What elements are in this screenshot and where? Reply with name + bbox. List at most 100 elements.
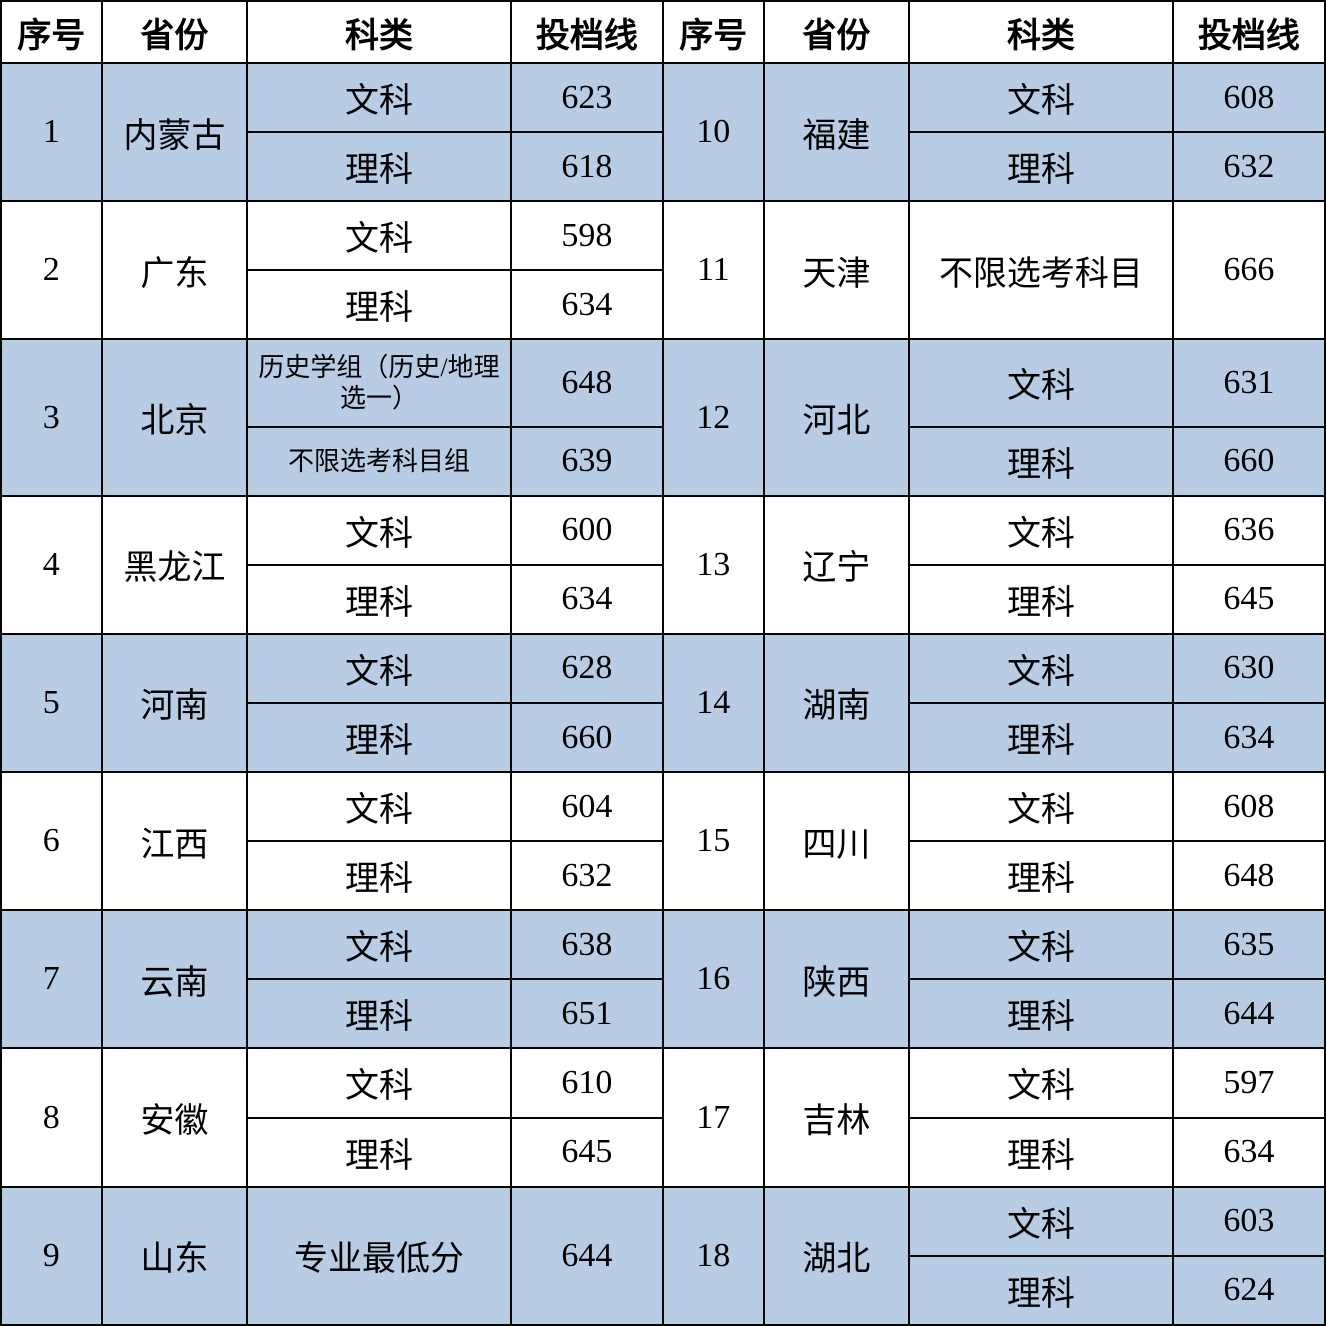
col-kind: 科类: [247, 1, 510, 63]
cell-kind: 理科: [909, 1256, 1172, 1325]
cell-kind: 文科: [247, 63, 510, 132]
cell-score: 597: [1173, 1048, 1325, 1117]
cell-province: 黑龙江: [102, 496, 248, 634]
cell-kind: 理科: [247, 132, 510, 201]
cell-seq: 3: [1, 339, 102, 495]
cell-province: 山东: [102, 1187, 248, 1325]
cell-score: 638: [511, 910, 663, 979]
cell-province: 四川: [764, 772, 910, 910]
table-row: 8安徽文科61017吉林文科597: [1, 1048, 1325, 1117]
cell-score: 610: [511, 1048, 663, 1117]
table-row: 4黑龙江文科60013辽宁文科636: [1, 496, 1325, 565]
cell-kind: 文科: [909, 1048, 1172, 1117]
table-row: 3北京历史学组（历史/地理选一）64812河北文科631: [1, 339, 1325, 426]
cell-kind: 理科: [247, 270, 510, 339]
cell-kind: 理科: [247, 565, 510, 634]
cell-kind: 理科: [909, 427, 1172, 496]
cell-score: 634: [1173, 1118, 1325, 1187]
cell-kind: 文科: [247, 772, 510, 841]
cell-seq: 5: [1, 634, 102, 772]
cell-seq: 7: [1, 910, 102, 1048]
cell-score: 634: [1173, 703, 1325, 772]
cell-seq: 15: [663, 772, 764, 910]
table-row: 1内蒙古文科62310福建文科608: [1, 63, 1325, 132]
cell-seq: 16: [663, 910, 764, 1048]
cell-score: 644: [511, 1187, 663, 1325]
cell-kind: 理科: [909, 565, 1172, 634]
cell-kind: 理科: [909, 703, 1172, 772]
cell-province: 云南: [102, 910, 248, 1048]
cell-kind: 理科: [247, 841, 510, 910]
cell-seq: 4: [1, 496, 102, 634]
cell-province: 吉林: [764, 1048, 910, 1186]
table-row: 9山东专业最低分64418湖北文科603: [1, 1187, 1325, 1256]
cell-kind: 文科: [247, 201, 510, 270]
cell-province: 安徽: [102, 1048, 248, 1186]
cell-province: 辽宁: [764, 496, 910, 634]
cell-kind: 不限选考科目: [909, 201, 1172, 339]
cell-score: 644: [1173, 979, 1325, 1048]
cell-province: 陕西: [764, 910, 910, 1048]
cell-seq: 8: [1, 1048, 102, 1186]
cell-score: 651: [511, 979, 663, 1048]
cell-score: 636: [1173, 496, 1325, 565]
cell-kind: 理科: [909, 979, 1172, 1048]
cell-score: 631: [1173, 339, 1325, 426]
cell-score: 632: [511, 841, 663, 910]
col-seq: 序号: [1, 1, 102, 63]
cell-kind: 历史学组（历史/地理选一）: [247, 339, 510, 426]
col-kind: 科类: [909, 1, 1172, 63]
cell-province: 湖北: [764, 1187, 910, 1325]
cell-kind: 不限选考科目组: [247, 427, 510, 496]
table-row: 2广东文科59811天津不限选考科目666: [1, 201, 1325, 270]
cell-score: 608: [1173, 63, 1325, 132]
cell-seq: 2: [1, 201, 102, 339]
cell-score: 604: [511, 772, 663, 841]
cell-kind: 文科: [909, 496, 1172, 565]
cell-score: 603: [1173, 1187, 1325, 1256]
cell-province: 河南: [102, 634, 248, 772]
cell-seq: 13: [663, 496, 764, 634]
cell-province: 湖南: [764, 634, 910, 772]
cell-province: 江西: [102, 772, 248, 910]
cell-score: 666: [1173, 201, 1325, 339]
cell-kind: 理科: [247, 979, 510, 1048]
cell-seq: 9: [1, 1187, 102, 1325]
cell-province: 广东: [102, 201, 248, 339]
cell-kind: 理科: [247, 703, 510, 772]
cell-score: 648: [1173, 841, 1325, 910]
cell-kind: 理科: [909, 1118, 1172, 1187]
cell-score: 645: [1173, 565, 1325, 634]
cell-kind: 理科: [247, 1118, 510, 1187]
cell-kind: 文科: [909, 339, 1172, 426]
cell-score: 628: [511, 634, 663, 703]
col-score: 投档线: [1173, 1, 1325, 63]
cell-score: 660: [1173, 427, 1325, 496]
cell-score: 598: [511, 201, 663, 270]
cell-score: 608: [1173, 772, 1325, 841]
table-header-row: 序号 省份 科类 投档线 序号 省份 科类 投档线: [1, 1, 1325, 63]
cell-seq: 12: [663, 339, 764, 495]
cell-kind: 文科: [247, 1048, 510, 1117]
cell-score: 632: [1173, 132, 1325, 201]
table-row: 7云南文科63816陕西文科635: [1, 910, 1325, 979]
cell-seq: 1: [1, 63, 102, 201]
cell-kind: 文科: [909, 910, 1172, 979]
cell-kind: 文科: [247, 910, 510, 979]
cell-kind: 文科: [247, 496, 510, 565]
cell-score: 634: [511, 270, 663, 339]
cell-province: 河北: [764, 339, 910, 495]
col-province: 省份: [764, 1, 910, 63]
cell-score: 634: [511, 565, 663, 634]
cell-score: 600: [511, 496, 663, 565]
cell-score: 639: [511, 427, 663, 496]
cell-score: 630: [1173, 634, 1325, 703]
cell-score: 635: [1173, 910, 1325, 979]
cell-score: 624: [1173, 1256, 1325, 1325]
cell-score: 645: [511, 1118, 663, 1187]
col-province: 省份: [102, 1, 248, 63]
cell-score: 623: [511, 63, 663, 132]
col-seq: 序号: [663, 1, 764, 63]
cell-seq: 10: [663, 63, 764, 201]
cell-seq: 6: [1, 772, 102, 910]
